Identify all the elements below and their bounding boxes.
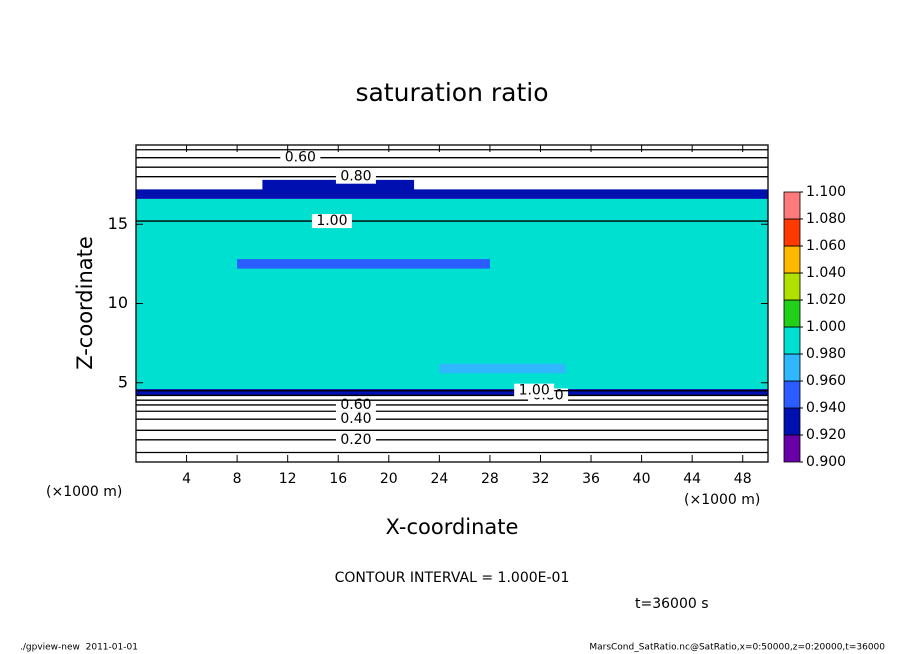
x-unit: (×1000 m) bbox=[684, 492, 760, 508]
chart-title: saturation ratio bbox=[355, 78, 548, 107]
colorbar-box bbox=[783, 272, 801, 301]
time-label: t=36000 s bbox=[635, 596, 709, 612]
contour-label-bg bbox=[335, 432, 376, 447]
x-tick-label: 28 bbox=[481, 471, 499, 487]
contour-interval: CONTOUR INTERVAL = 1.000E-01 bbox=[335, 570, 570, 586]
contour-label: 0.80 bbox=[340, 169, 371, 185]
contour-label: 0.60 bbox=[285, 150, 316, 166]
x-tick-label: 44 bbox=[683, 471, 701, 487]
x-tick-label: 48 bbox=[734, 471, 752, 487]
contour-label-bg bbox=[514, 383, 555, 398]
contour-label-bg bbox=[280, 150, 321, 165]
filled-region bbox=[262, 179, 415, 193]
contour-label-bg bbox=[335, 169, 376, 184]
colorbar-box bbox=[783, 380, 801, 409]
contour-label: 1.00 bbox=[316, 213, 347, 229]
contour-label: 0.40 bbox=[340, 411, 371, 427]
colorbar-box bbox=[783, 299, 801, 328]
colorbar-label: 1.040 bbox=[806, 265, 846, 281]
x-axis-label: X-coordinate bbox=[386, 515, 519, 539]
x-tick-label: 40 bbox=[633, 471, 651, 487]
footer-right: MarsCond_SatRatio.nc@SatRatio,x=0:50000,… bbox=[589, 643, 885, 653]
y-unit: (×1000 m) bbox=[46, 484, 122, 500]
x-tick-label: 8 bbox=[233, 471, 242, 487]
filled-region bbox=[439, 363, 566, 374]
contour-label: 0.60 bbox=[340, 397, 371, 413]
colorbar-box bbox=[783, 245, 801, 274]
contour-label: 1.00 bbox=[519, 383, 550, 399]
filled-region bbox=[136, 189, 768, 199]
x-tick-label: 36 bbox=[582, 471, 600, 487]
y-tick-label: 15 bbox=[108, 214, 128, 233]
colorbar-box bbox=[783, 353, 801, 382]
filled-region bbox=[136, 198, 768, 390]
colorbar-box bbox=[783, 218, 801, 247]
filled-region bbox=[237, 259, 490, 269]
x-tick-label: 16 bbox=[329, 471, 347, 487]
colorbar-label: 0.960 bbox=[806, 373, 846, 389]
colorbar-label: 0.900 bbox=[806, 454, 846, 470]
colorbar-box bbox=[783, 434, 801, 463]
contour-label-bg bbox=[335, 397, 376, 412]
x-tick-label: 20 bbox=[380, 471, 398, 487]
y-axis-label: Z-coordinate bbox=[73, 236, 97, 370]
colorbar-label: 1.000 bbox=[806, 319, 846, 335]
colorbar-label: 1.060 bbox=[806, 238, 846, 254]
filled-region bbox=[136, 389, 768, 396]
x-tick-label: 32 bbox=[532, 471, 550, 487]
colorbar-box bbox=[783, 191, 801, 220]
contour-label-bg bbox=[311, 214, 352, 229]
colorbar-label: 1.080 bbox=[806, 211, 846, 227]
x-tick-label: 24 bbox=[430, 471, 448, 487]
x-tick-label: 12 bbox=[279, 471, 297, 487]
colorbar-box bbox=[783, 407, 801, 436]
x-tick-label: 4 bbox=[182, 471, 191, 487]
y-tick-label: 10 bbox=[108, 293, 128, 312]
colorbar-label: 0.980 bbox=[806, 346, 846, 362]
footer-left: ./gpview-new 2011-01-01 bbox=[20, 643, 138, 653]
colorbar-label: 1.020 bbox=[806, 292, 846, 308]
colorbar-label: 0.920 bbox=[806, 427, 846, 443]
colorbar-label: 1.100 bbox=[806, 184, 846, 200]
contour-label-bg bbox=[335, 412, 376, 427]
contour-label: 0.20 bbox=[340, 432, 371, 448]
colorbar-label: 0.940 bbox=[806, 400, 846, 416]
y-tick-label: 5 bbox=[118, 372, 128, 391]
colorbar-box bbox=[783, 326, 801, 355]
